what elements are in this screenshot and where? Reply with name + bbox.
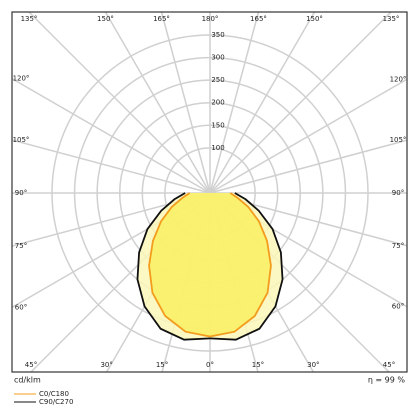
angle-label: 135° xyxy=(21,15,38,23)
angle-label: 90° xyxy=(15,189,27,197)
grid-radial xyxy=(209,139,407,194)
angle-label: 30° xyxy=(100,361,112,369)
angle-label: 150° xyxy=(97,15,114,23)
grid-radial xyxy=(209,12,316,194)
grid-radial xyxy=(209,12,392,194)
r-tick-label: 200 xyxy=(211,99,224,107)
curve-line xyxy=(136,192,211,341)
angle-label: 45° xyxy=(383,361,395,369)
curve-line xyxy=(209,192,284,341)
legend-label: C90/C270 xyxy=(39,398,73,406)
r-tick-label: 350 xyxy=(211,31,224,39)
angle-label: 120° xyxy=(390,75,407,83)
grid-radial xyxy=(160,12,211,194)
angle-label: 105° xyxy=(13,136,30,144)
angle-label: 60° xyxy=(15,303,27,311)
angle-label: 30° xyxy=(307,361,319,369)
angle-label: 150° xyxy=(306,15,323,23)
r-tick-label: 250 xyxy=(211,76,224,84)
angle-label: 120° xyxy=(13,75,30,83)
grid-radial xyxy=(104,12,211,194)
plot-frame xyxy=(11,11,408,373)
angle-label: 75° xyxy=(392,242,404,250)
r-tick-label: 300 xyxy=(211,54,224,62)
grid-radial xyxy=(209,12,260,194)
angle-label: 75° xyxy=(15,242,27,250)
angle-label: 105° xyxy=(390,136,407,144)
angle-label: 180° xyxy=(202,15,219,23)
legend-label: C0/C180 xyxy=(39,390,69,398)
grid-radial xyxy=(209,78,407,194)
angle-label: 0° xyxy=(206,361,214,369)
grid-radial xyxy=(12,139,211,194)
unit-label: cd/klm xyxy=(14,376,41,385)
grid-radial xyxy=(28,12,211,194)
angle-label: 135° xyxy=(383,15,400,23)
efficiency-label: η = 99 % xyxy=(368,376,406,385)
curve-line xyxy=(209,192,272,338)
curve-fill xyxy=(149,193,271,337)
angle-label: 15° xyxy=(252,361,264,369)
angle-label: 60° xyxy=(392,303,404,311)
angle-label: 165° xyxy=(153,15,170,23)
curves xyxy=(136,192,284,341)
labels: 100 150 200 250 300 350 0° 15° 15° 30° 30° 45° 45° 60… xyxy=(13,15,407,369)
angle-label: 165° xyxy=(250,15,267,23)
angle-label: 15° xyxy=(156,361,168,369)
curve-line xyxy=(148,192,211,338)
r-tick-label: 100 xyxy=(211,144,224,152)
r-tick-label: 150 xyxy=(211,121,224,129)
angle-label: 45° xyxy=(25,361,37,369)
grid-radial xyxy=(12,78,211,194)
angle-label: 90° xyxy=(392,189,404,197)
